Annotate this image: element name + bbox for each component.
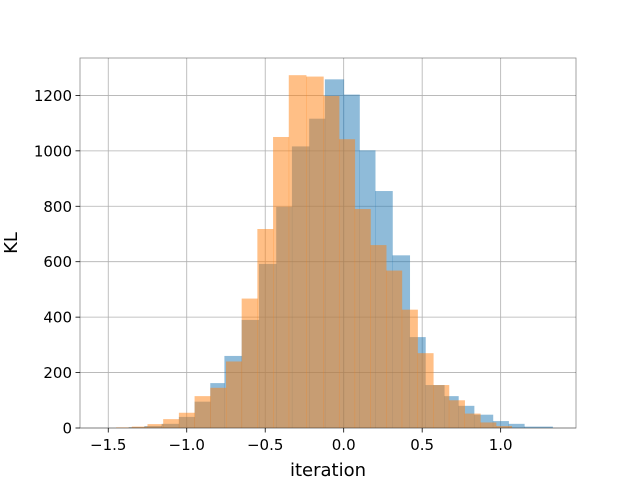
- x-tick-label: 0.0: [332, 436, 356, 454]
- histogram-bar: [524, 426, 553, 428]
- y-tick-label: 0: [62, 420, 72, 438]
- histogram-bar: [495, 426, 513, 428]
- y-axis-label: KL: [1, 232, 22, 254]
- x-tick-label: 0.5: [410, 436, 434, 454]
- histogram-bar: [131, 426, 148, 428]
- y-tick-label: 200: [43, 364, 72, 382]
- y-tick-label: 1000: [34, 142, 72, 160]
- y-tick-label: 800: [43, 198, 72, 216]
- histogram-bar: [194, 396, 211, 428]
- x-tick-label: −0.5: [247, 436, 283, 454]
- x-tick-label: −1.5: [90, 436, 126, 454]
- histogram-bar: [210, 387, 227, 428]
- histogram-bar: [464, 413, 481, 428]
- histogram-bars: [116, 75, 553, 429]
- histogram-bar: [241, 298, 258, 428]
- histogram-bar: [273, 136, 290, 428]
- histogram-bar: [323, 95, 340, 429]
- histogram-bar: [338, 139, 356, 428]
- histogram-bar: [492, 421, 509, 428]
- x-axis-label: iteration: [290, 460, 366, 480]
- y-tick-label: 600: [43, 253, 72, 271]
- histogram-bar: [116, 427, 133, 428]
- histogram-bar: [433, 385, 450, 428]
- histogram-bar: [178, 412, 195, 428]
- histogram-bar: [386, 270, 403, 428]
- histogram-bar: [448, 400, 465, 428]
- histogram-bar: [163, 419, 180, 428]
- histogram-bar: [306, 76, 324, 429]
- histogram-bar: [401, 309, 418, 428]
- y-tick-label: 1200: [34, 87, 72, 105]
- x-tick-label: 1.0: [489, 436, 513, 454]
- x-axis-ticks: −1.5 −1.0 −0.5 0.0 0.5 1.0: [90, 428, 513, 454]
- plot-frame: [79, 57, 577, 429]
- histogram-bar: [147, 424, 164, 428]
- histogram-bar: [225, 361, 243, 428]
- histogram-bar: [508, 423, 525, 428]
- x-tick-label: −1.0: [169, 436, 205, 454]
- histogram-bar: [370, 245, 387, 428]
- histogram-bar: [257, 229, 274, 428]
- histogram-bar: [417, 353, 434, 428]
- histogram-bar: [354, 209, 371, 428]
- histogram-bar: [480, 422, 497, 428]
- y-axis-ticks: 0 200 400 600 800 1000 1200: [34, 87, 80, 438]
- histogram-bar: [288, 75, 307, 428]
- y-tick-label: 400: [43, 309, 72, 327]
